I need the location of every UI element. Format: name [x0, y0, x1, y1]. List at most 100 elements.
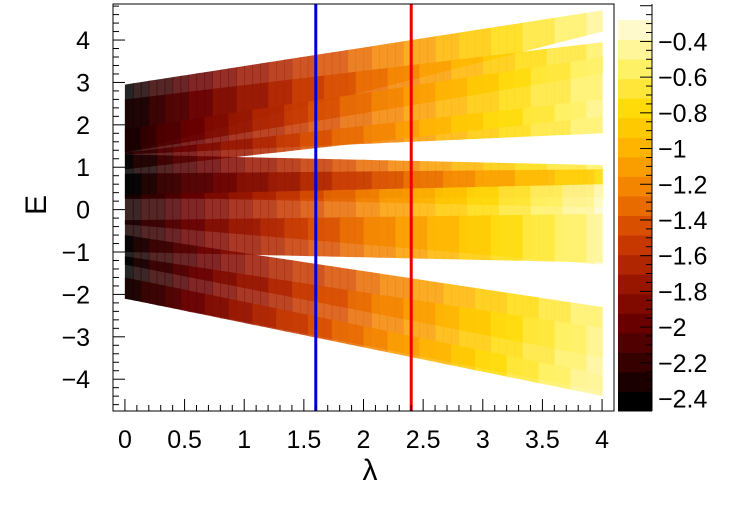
heatmap-cell — [443, 215, 452, 260]
heatmap-cell — [212, 295, 221, 319]
heatmap-cell — [132, 126, 142, 155]
heatmap-cell — [451, 115, 460, 134]
heatmap-cell — [315, 130, 325, 149]
heatmap-cell — [180, 119, 190, 152]
heatmap-cell — [252, 218, 261, 255]
heatmap-cell — [228, 172, 237, 199]
heatmap-cell — [323, 318, 333, 341]
heatmap-cell — [188, 118, 198, 152]
colorbar-tick-label: −1.8 — [658, 278, 707, 306]
heatmap-cell — [156, 284, 166, 307]
heatmap-cell — [435, 216, 444, 260]
heatmap-cell — [355, 217, 365, 258]
heatmap-cell — [204, 172, 213, 199]
heatmap-cell — [538, 105, 547, 124]
heatmap-cell — [148, 124, 158, 154]
heatmap-cell — [339, 127, 349, 146]
heatmap-cell — [411, 119, 420, 138]
y-tick-label: 1 — [76, 154, 90, 182]
heatmap-cell — [244, 172, 253, 199]
heatmap-cell — [522, 107, 532, 126]
heatmap-cell — [307, 217, 317, 257]
heatmap-cell — [331, 319, 341, 343]
heatmap-cell — [355, 324, 365, 348]
heatmap-cell — [530, 360, 540, 384]
heatmap-cell — [284, 310, 293, 333]
heatmap-cell — [252, 303, 261, 327]
heatmap-cell — [355, 125, 365, 144]
heatmap-cell — [411, 216, 420, 259]
heatmap-cell — [307, 314, 317, 338]
heatmap-cell — [482, 27, 492, 62]
colorbar-swatch — [618, 117, 652, 138]
heatmap-cell — [546, 17, 555, 46]
heatmap-cell — [164, 285, 174, 309]
heatmap-cell — [284, 133, 293, 152]
heatmap-cell — [212, 114, 221, 151]
heatmap-cell — [530, 66, 540, 137]
heatmap-cell — [260, 136, 269, 155]
heatmap-cell — [506, 109, 516, 127]
heatmap-cell — [291, 133, 301, 151]
heatmap-cell — [403, 216, 412, 259]
heatmap-cell — [276, 308, 285, 332]
heatmap-cell — [228, 140, 237, 158]
heatmap-cell — [419, 118, 428, 137]
heatmap-cell — [124, 194, 134, 226]
heatmap-cell — [236, 300, 245, 323]
heatmap-cell — [578, 214, 587, 263]
heatmap-cell — [212, 172, 221, 199]
heatmap-cell — [156, 173, 166, 199]
colorbar-swatch — [618, 59, 652, 80]
heatmap-cell — [268, 218, 277, 256]
heatmap-cell — [474, 28, 484, 64]
heatmap-cell — [156, 193, 166, 228]
heatmap-cell — [443, 116, 452, 134]
heatmap-cell — [554, 365, 563, 388]
heatmap-cell — [228, 218, 237, 255]
heatmap-cell — [474, 215, 484, 260]
heatmap-cell — [276, 218, 285, 256]
colorbar-tick-label: −0.6 — [658, 64, 707, 92]
x-tick-label: 0 — [118, 426, 132, 454]
heatmap-cell — [244, 218, 253, 255]
colorbar-tick-label: −2.4 — [658, 386, 707, 414]
heatmap-cell — [546, 214, 555, 262]
heatmap-cell — [498, 71, 508, 138]
heatmap-cell — [236, 218, 245, 255]
heatmap-cell — [204, 219, 213, 254]
heatmap-cell — [164, 121, 174, 153]
heatmap-cell — [498, 215, 508, 261]
colorbar: −0.4 −0.6 −0.8 −1 −1.2 −1.4 −1.6 −1.8 −2 −2.2 −2.4 — [618, 4, 707, 414]
heatmap-cell — [379, 216, 388, 258]
heatmap-cell — [530, 106, 540, 125]
heatmap-cell — [586, 11, 595, 36]
y-tick-label: −4 — [61, 366, 90, 394]
heatmap-cell — [570, 214, 579, 263]
heatmap-cell — [474, 349, 484, 372]
heatmap-cell — [514, 108, 524, 127]
heatmap-cell — [482, 111, 492, 130]
x-tick-label: 3 — [476, 426, 490, 454]
heatmap-cell — [387, 216, 396, 258]
heatmap-cell — [562, 214, 571, 262]
heatmap-cell — [148, 282, 158, 306]
heatmap-cell — [570, 368, 579, 392]
heatmap-cell — [554, 214, 563, 262]
heatmap-cell — [379, 123, 388, 142]
heatmap-cell — [538, 65, 547, 137]
heatmap-cell — [196, 219, 206, 254]
heatmap-cell — [196, 172, 206, 199]
colorbar-swatch — [618, 254, 652, 275]
heatmap-cell — [427, 339, 436, 362]
y-axis-title: E — [20, 195, 53, 215]
heatmap-cell — [506, 215, 516, 261]
heatmap-cell — [514, 357, 524, 380]
heatmap-cell — [522, 358, 532, 382]
heatmap-cell — [522, 67, 532, 137]
heatmap-cell — [490, 215, 500, 261]
heatmap-cell — [299, 217, 309, 257]
heatmap-cell — [220, 172, 229, 199]
heatmap-cell — [236, 139, 245, 157]
heatmap-cell — [196, 292, 206, 315]
